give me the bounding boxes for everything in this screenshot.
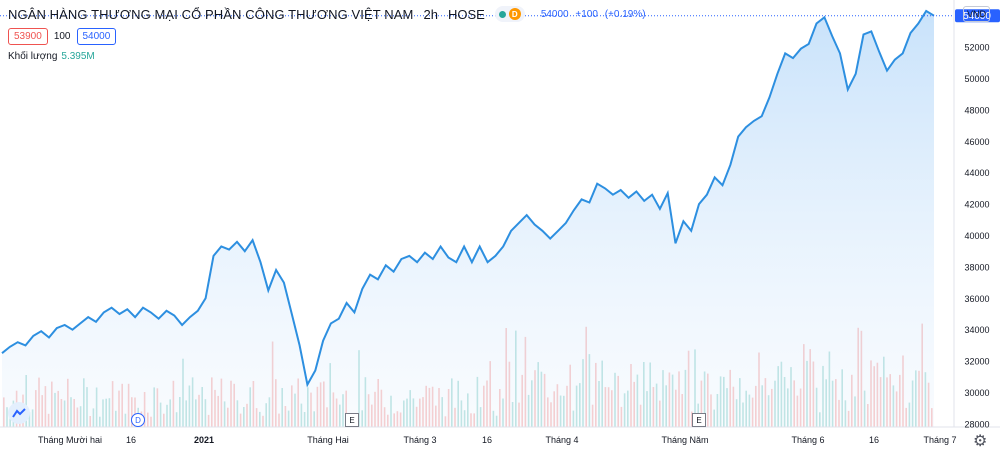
currency-badge[interactable]: VND (963, 6, 991, 22)
volume-value: 5.395M (61, 51, 95, 62)
spread-value: 100 (53, 31, 71, 42)
gear-icon[interactable]: ⚙ (973, 433, 988, 450)
earnings-marker[interactable]: E (345, 413, 359, 427)
last-price-tag: 54000 (955, 9, 1000, 22)
price-tick-label: 38000 (964, 262, 989, 272)
price-tick-label: 44000 (964, 168, 989, 178)
volume-legend[interactable]: Khối lượng 5.395M (8, 51, 95, 62)
time-tick-label: Tháng Hai (307, 435, 349, 445)
price-tick-label: 48000 (964, 105, 989, 115)
price-tick-label: 34000 (964, 325, 989, 335)
last-price: 54000 (540, 8, 569, 20)
time-tick-label: Tháng 7 (923, 435, 956, 445)
price-tick-label: 50000 (964, 74, 989, 84)
earnings-marker[interactable]: E (692, 413, 706, 427)
interval-label[interactable]: 2h (423, 6, 438, 22)
market-open-dot-icon (498, 10, 506, 18)
time-tick-label: Tháng Mười hai (38, 435, 102, 445)
symbol-header: NGÂN HÀNG THƯƠNG MẠI CỔ PHẦN CÔNG THƯƠNG… (8, 6, 650, 22)
price-change: +100 (575, 8, 598, 20)
price-tick-label: 30000 (964, 388, 989, 398)
time-tick-label: Tháng Năm (661, 435, 708, 445)
time-axis: Tháng Mười hai 16 2021 Tháng Hai Tháng 3 16 Th… (38, 435, 957, 445)
time-tick-label: Tháng 6 (791, 435, 824, 445)
tradingview-logo-icon[interactable] (8, 402, 30, 424)
time-tick-label: Tháng 3 (403, 435, 436, 445)
price-tick-label: 32000 (964, 357, 989, 367)
quote-summary: 54000 +100 (+0.19%) (541, 9, 650, 20)
price-tick-label: 42000 (964, 200, 989, 210)
time-tick-label: 16 (869, 435, 879, 445)
symbol-title: NGÂN HÀNG THƯƠNG MẠI CỔ PHẦN CÔNG THƯƠNG… (8, 6, 414, 22)
time-tick-label: 16 (482, 435, 492, 445)
price-change-pct: (+0.19%) (604, 8, 646, 20)
price-tick-label: 40000 (964, 231, 989, 241)
bid-ask-row: 53900 100 54000 (8, 28, 117, 45)
price-tick-label: 46000 (964, 137, 989, 147)
price-tick-label: 36000 (964, 294, 989, 304)
price-axis: 28000 30000 32000 34000 36000 38000 40000 42000… (964, 43, 989, 430)
exchange-label: HOSE (447, 6, 485, 22)
price-tick-label: 52000 (964, 43, 989, 53)
price-tick-label: 28000 (964, 419, 989, 429)
price-area (2, 11, 934, 427)
time-tick-label: 2021 (194, 435, 214, 445)
market-status[interactable]: D (494, 6, 525, 22)
time-tick-label: Tháng 4 (545, 435, 578, 445)
delay-badge: D (508, 8, 521, 20)
price-line (1, 9, 935, 388)
time-tick-label: 16 (126, 435, 136, 445)
dividend-marker[interactable]: D (131, 413, 145, 427)
buy-button[interactable]: 54000 (76, 28, 117, 45)
volume-label: Khối lượng (8, 51, 58, 62)
sell-button[interactable]: 53900 (8, 28, 48, 45)
svg-text:54000: 54000 (963, 11, 991, 22)
